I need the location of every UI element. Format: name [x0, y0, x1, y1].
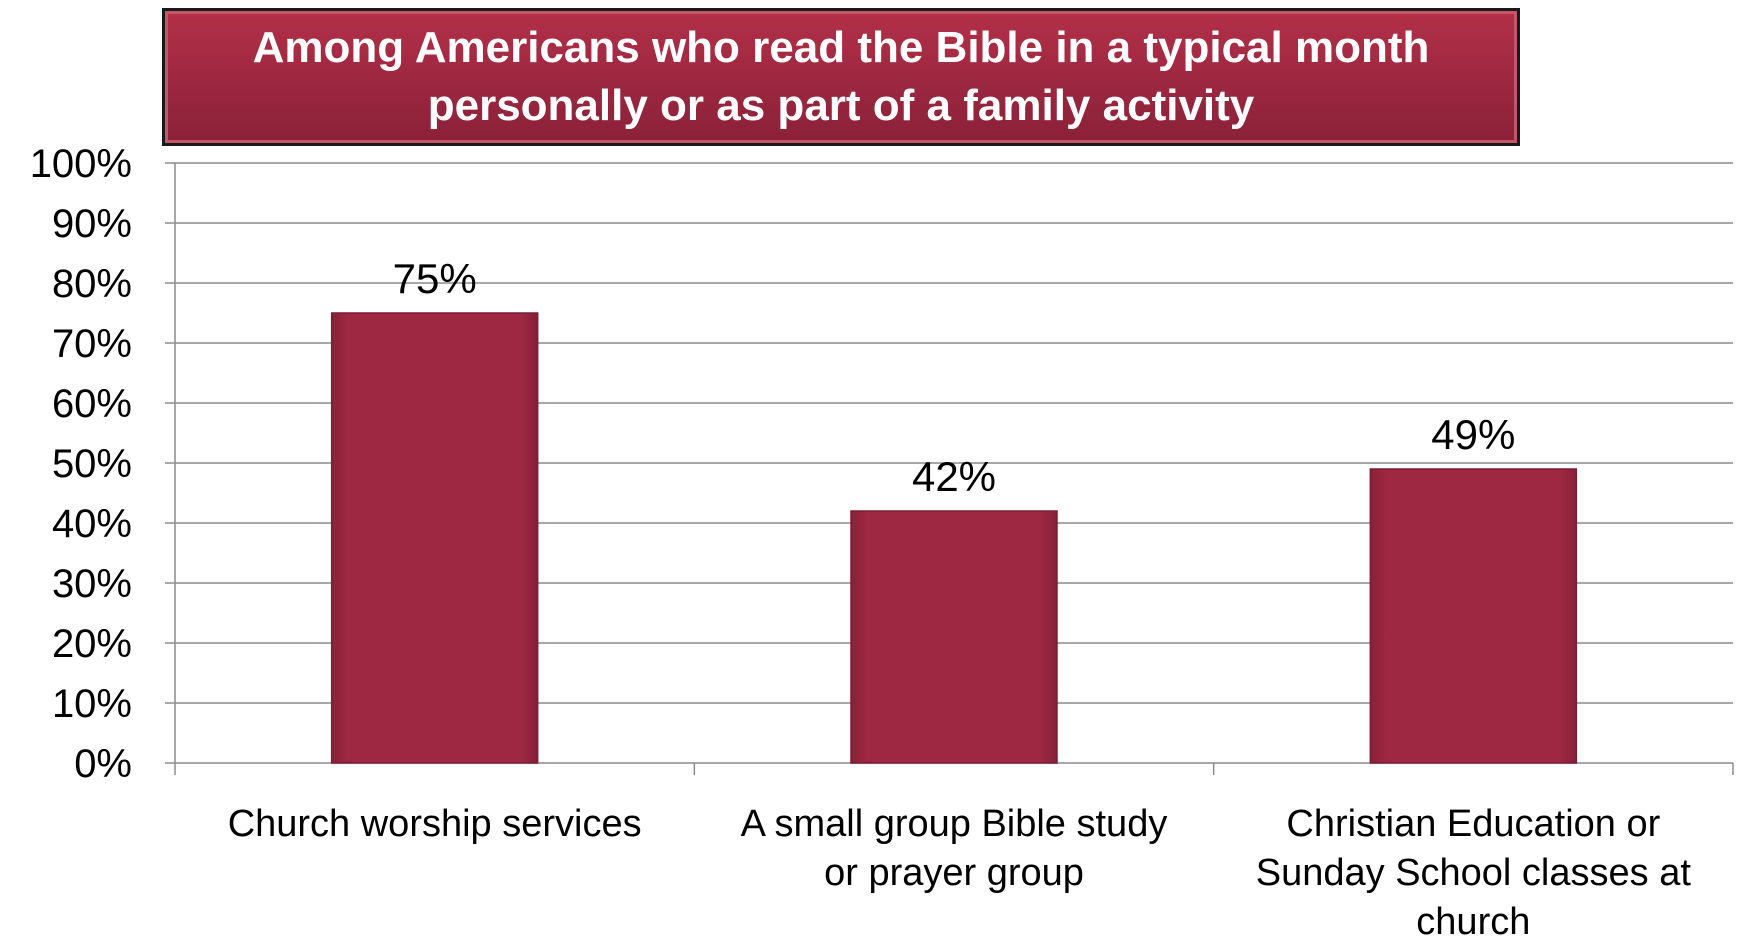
y-tick-label: 0%: [74, 742, 132, 786]
chart-title: Among Americans who read the Bible in a …: [162, 8, 1520, 146]
x-category-label-line: Church worship services: [227, 803, 642, 845]
bar: [1369, 468, 1578, 764]
y-tick-label: 70%: [52, 322, 132, 366]
y-tick-label: 90%: [52, 202, 132, 246]
bar-value-label: 42%: [912, 453, 996, 500]
y-tick-label: 20%: [52, 622, 132, 666]
bar: [850, 510, 1058, 764]
y-tick-label: 30%: [52, 562, 132, 606]
bar-value-label: 49%: [1431, 411, 1515, 458]
x-category-label-line: A small group Bible study: [740, 803, 1168, 845]
x-category-label-line: or prayer group: [824, 852, 1084, 894]
chart-title-line-2: personally or as part of a family activi…: [427, 81, 1255, 130]
x-category-label: Church worship services: [185, 800, 685, 849]
y-tick-label: 50%: [52, 442, 132, 486]
labels: 75% 42% 49%: [393, 255, 1516, 500]
x-category-label: Christian Education or Sunday School clas…: [1223, 800, 1723, 947]
y-tick-label: 60%: [52, 382, 132, 426]
y-tick-label: 100%: [30, 142, 132, 186]
y-tick-label: 10%: [52, 682, 132, 726]
y-tick-label: 80%: [52, 262, 132, 306]
x-category-label-line: Sunday School classes at: [1255, 852, 1691, 894]
x-category-label-line: Christian Education or: [1286, 803, 1661, 845]
bars: [330, 312, 1578, 764]
x-category-label-line: church: [1416, 901, 1531, 943]
x-category-label: A small group Bible study or prayer group: [704, 800, 1204, 898]
y-tick-label: 40%: [52, 502, 132, 546]
bar-value-label: 75%: [393, 255, 477, 302]
chart-title-line-1: Among Americans who read the Bible in a …: [252, 23, 1430, 72]
bar: [330, 312, 539, 764]
axes: 0% 10% 20% 30% 40% 50% 60% 70% 80% 90% 100%: [30, 142, 1734, 786]
